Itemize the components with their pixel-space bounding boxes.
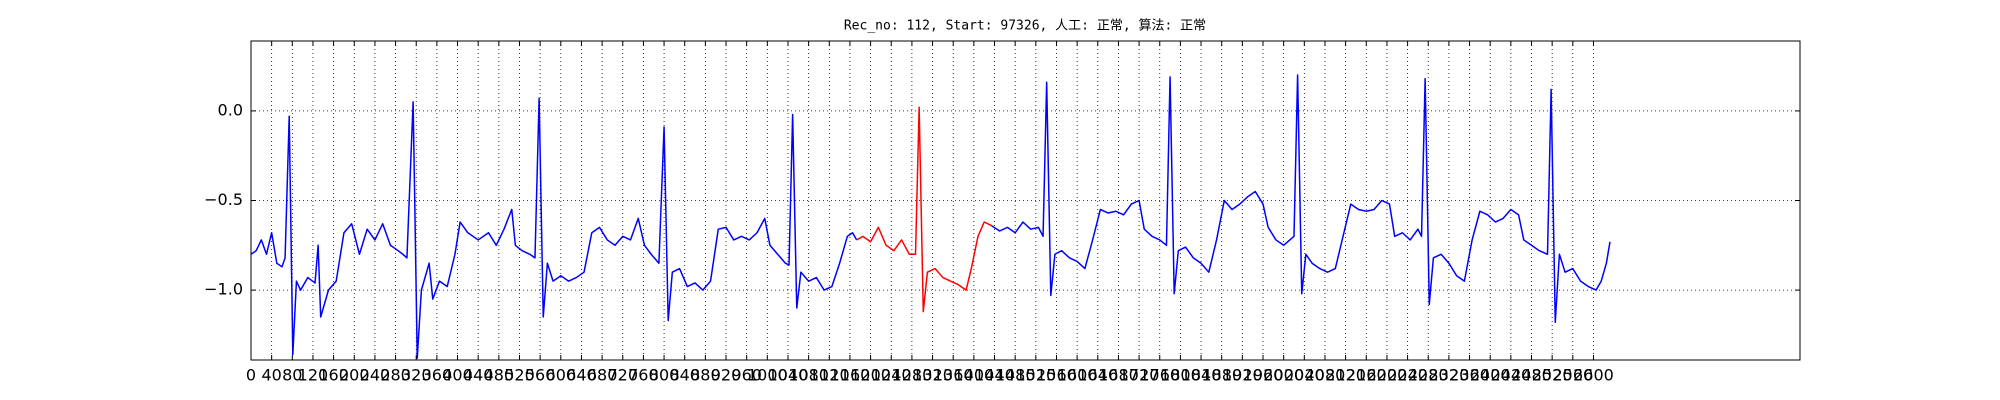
x-tick-label: 600 — [546, 366, 577, 385]
x-tick-label: 2240 — [1387, 366, 1428, 385]
x-tick-label: 1960 — [1243, 366, 1284, 385]
x-tick-label: 520 — [504, 366, 535, 385]
line-series — [856, 106, 992, 313]
x-tick-label: 1000 — [747, 366, 788, 385]
x-tick-label: 2560 — [1552, 366, 1593, 385]
x-tick-label: 1400 — [954, 366, 995, 385]
x-tick-label: 240 — [360, 366, 391, 385]
x-tick-label: 400 — [442, 366, 473, 385]
x-tick-label: 800 — [649, 366, 680, 385]
x-tick-label: 1800 — [1160, 366, 1201, 385]
x-tick-label: 2200 — [1367, 366, 1408, 385]
x-tick-label: 2440 — [1490, 366, 1531, 385]
x-tick-label: 2600 — [1573, 366, 1614, 385]
x-tick-label: 1240 — [871, 366, 912, 385]
x-tick-label: 1280 — [892, 366, 933, 385]
x-tick-label: 1560 — [1036, 366, 1077, 385]
x-tick-label: 440 — [463, 366, 494, 385]
x-tick-label: 1720 — [1119, 366, 1160, 385]
x-tick-label: 560 — [525, 366, 556, 385]
x-tick-label: 280 — [380, 366, 411, 385]
x-tick-label: 1040 — [768, 366, 809, 385]
x-tick-label: 1640 — [1077, 366, 1118, 385]
x-tick-label: 2040 — [1284, 366, 1325, 385]
x-tick-label: 160 — [318, 366, 349, 385]
x-tick-label: 1480 — [995, 366, 1036, 385]
x-tick-label: 2480 — [1511, 366, 1552, 385]
x-tick-label: 640 — [566, 366, 597, 385]
x-tick-label: 840 — [669, 366, 700, 385]
x-tick-label: 1680 — [1098, 366, 1139, 385]
x-tick-label: 1880 — [1201, 366, 1242, 385]
x-tick-label: 1360 — [933, 366, 974, 385]
x-tick-label: 1160 — [830, 366, 871, 385]
line-series — [250, 74, 1611, 359]
x-tick-label: 2000 — [1263, 366, 1304, 385]
x-tick-label: 1840 — [1181, 366, 1222, 385]
x-tick-label: 2520 — [1532, 366, 1573, 385]
x-tick-label: 2160 — [1346, 366, 1387, 385]
x-tick-label: 680 — [587, 366, 618, 385]
x-tick-label: 760 — [628, 366, 659, 385]
x-tick-label: 200 — [339, 366, 370, 385]
x-tick-label: 1920 — [1222, 366, 1263, 385]
x-tick-label: 1440 — [974, 366, 1015, 385]
x-tick-label: 2400 — [1470, 366, 1511, 385]
x-tick-label: 1520 — [1015, 366, 1056, 385]
x-tick-label: 880 — [690, 366, 721, 385]
x-tick-label: 320 — [401, 366, 432, 385]
x-tick-label: 360 — [422, 366, 453, 385]
x-tick-label: 480 — [484, 366, 515, 385]
x-tick-label: 0 — [246, 366, 256, 385]
x-tick-label: 1080 — [788, 366, 829, 385]
plot-frame — [250, 40, 1801, 361]
x-tick-label: 1760 — [1139, 366, 1180, 385]
x-tick-label: 2280 — [1408, 366, 1449, 385]
x-tick-label: 960 — [731, 366, 762, 385]
y-tick-label: −0.5 — [204, 190, 243, 209]
x-tick-label: 720 — [607, 366, 638, 385]
x-tick-label: 1600 — [1057, 366, 1098, 385]
x-tick-label: 80 — [282, 366, 302, 385]
x-tick-label: 120 — [298, 366, 329, 385]
x-tick-label: 2080 — [1305, 366, 1346, 385]
x-tick-label: 2120 — [1325, 366, 1366, 385]
x-tick-label: 1320 — [912, 366, 953, 385]
y-tick-label: −1.0 — [204, 280, 243, 299]
y-tick-label: 0.0 — [218, 100, 243, 119]
x-tick-label: 2320 — [1429, 366, 1470, 385]
x-tick-label: 40 — [261, 366, 281, 385]
x-tick-label: 920 — [711, 366, 742, 385]
chart-title: Rec_no: 112, Start: 97326, 人工: 正常, 算法: 正… — [844, 19, 1206, 34]
x-tick-label: 1120 — [809, 366, 850, 385]
x-tick-label: 1200 — [850, 366, 891, 385]
x-tick-label: 2360 — [1449, 366, 1490, 385]
